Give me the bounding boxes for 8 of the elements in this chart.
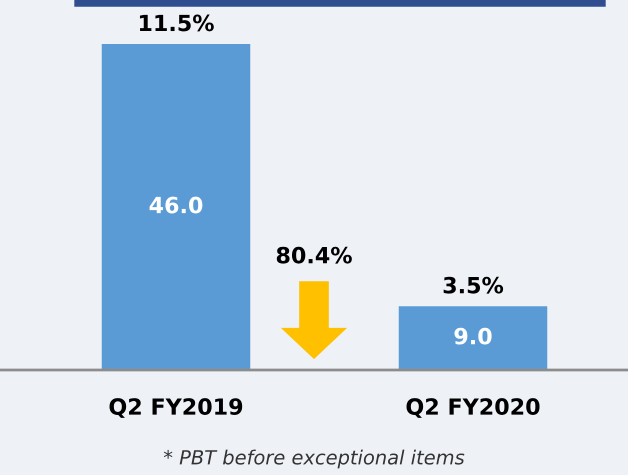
annotation: 80.4% [276, 246, 352, 264]
x-tick-label: Q2 FY2020 [406, 398, 540, 418]
annotation: 3.5% [444, 276, 504, 294]
annotation: 11.5% [140, 14, 214, 32]
text: * PBT before exceptional items [164, 450, 464, 468]
data-label: 9.0 [454, 328, 492, 345]
data-label: 46.0 [150, 196, 202, 214]
x-tick-label: Q2 FY2019 [110, 398, 242, 418]
